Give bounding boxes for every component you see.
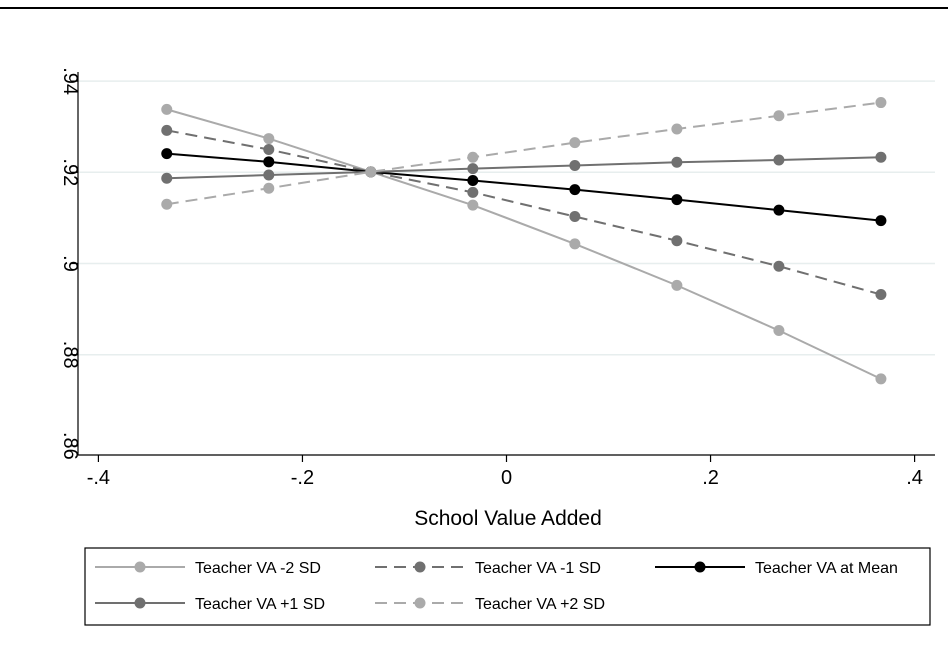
legend-marker [414,597,426,609]
legend-item: Teacher VA at Mean [655,560,898,577]
data-point [569,159,581,171]
legend-label: Teacher VA +1 SD [195,596,325,613]
legend-item: Teacher VA -2 SD [95,560,321,577]
axes-layer: .86 .88 .9 .92 .94 -.4 -.2 0 .2 .4 [59,67,935,489]
data-point [875,151,887,163]
series-layer [161,97,887,385]
series-line [166,152,882,222]
legend-label: Teacher VA -1 SD [475,560,601,577]
data-point [773,154,785,166]
data-point [671,279,683,291]
data-point [875,289,887,301]
legend: Teacher VA -2 SD Teacher VA -1 SD Teacher … [84,547,931,626]
data-point [875,215,887,227]
data-point [773,325,785,337]
y-tick-label: .9 [59,255,81,272]
data-point [875,373,887,385]
y-tick-label: .94 [59,67,81,95]
x-tick-label: .2 [702,467,719,489]
legend-label: Teacher VA +2 SD [475,596,605,613]
data-point [161,172,173,184]
grid-layer [78,80,935,356]
series-line [166,156,881,180]
data-point [875,97,887,109]
data-point [263,133,275,145]
data-point [569,137,581,149]
data-point [467,199,479,211]
legend-marker [694,561,706,573]
x-tick-label: 0 [501,467,512,489]
data-point [671,156,683,168]
series-line [166,101,882,206]
data-point [671,194,683,206]
data-point [263,169,275,181]
legend-marker [134,597,146,609]
data-point [773,260,785,272]
y-tick-label: .92 [59,158,81,186]
data-point [365,166,377,178]
data-point [467,163,479,175]
data-point [671,235,683,247]
y-tick-label: .88 [59,341,81,369]
x-tick-label: .4 [906,467,923,489]
data-point [773,204,785,216]
data-point [161,198,173,210]
series-5 [161,97,887,210]
data-point [467,151,479,163]
legend-item: Teacher VA +2 SD [375,596,605,613]
data-point [263,156,275,168]
legend-box [84,547,931,626]
legend-label: Teacher VA at Mean [755,560,898,577]
data-point [263,182,275,194]
series-line [166,108,882,380]
data-point [773,110,785,122]
series-2 [161,124,887,301]
x-tick-label: -.4 [87,467,110,489]
legend-item: Teacher VA +1 SD [95,596,325,613]
data-point [467,186,479,198]
data-point [569,238,581,250]
data-point [569,184,581,196]
series-line [166,129,882,296]
data-point [161,124,173,136]
y-tick-label: .86 [59,432,81,460]
legend-item: Teacher VA -1 SD [375,560,601,577]
x-tick-label: -.2 [291,467,314,489]
x-axis-title: School Value Added [414,507,602,530]
data-point [569,211,581,223]
data-point [671,123,683,135]
legend-marker [414,561,426,573]
data-point [161,148,173,160]
data-point [467,175,479,187]
legend-label: Teacher VA -2 SD [195,560,321,577]
data-point [263,144,275,156]
data-point [161,103,173,115]
legend-marker [134,561,146,573]
